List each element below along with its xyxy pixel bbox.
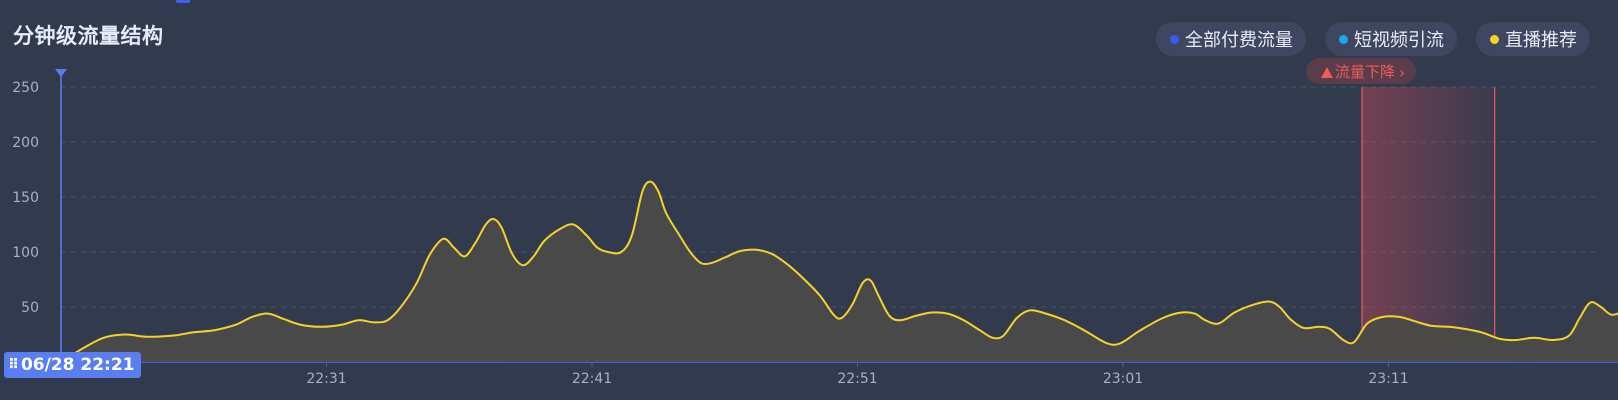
- y-tick-label: 50: [21, 300, 39, 316]
- legend-item-paid-traffic[interactable]: 全部付费流量: [1156, 22, 1306, 56]
- x-tick-label: 22:41: [572, 371, 612, 387]
- alert-badge-bg: [1306, 58, 1416, 84]
- x-tick-label: 23:01: [1103, 371, 1143, 387]
- series-line-f5d22a: [60, 180, 1618, 363]
- x-tick-label: 22:31: [306, 371, 346, 387]
- time-cursor[interactable]: [55, 69, 67, 362]
- legend-label: 短视频引流: [1354, 30, 1444, 51]
- alert-label: 流量下降: [1335, 63, 1395, 81]
- legend-item-live-recommend[interactable]: 直播推荐: [1476, 22, 1590, 56]
- chart-series: [60, 180, 1618, 364]
- legend-dot-icon: [1170, 34, 1179, 44]
- y-tick-label: 200: [12, 135, 39, 151]
- x-tick-label: 22:51: [837, 371, 877, 387]
- warning-triangle-icon: [1321, 67, 1333, 78]
- y-tick-label: 100: [12, 245, 39, 261]
- drag-handle-icon: ⠿: [8, 357, 19, 373]
- legend: 全部付费流量 短视频引流 直播推荐: [1156, 22, 1590, 56]
- cursor-handle-icon: [55, 69, 67, 77]
- traffic-drop-alert[interactable]: 流量下降 ›: [1306, 58, 1416, 84]
- legend-item-short-video[interactable]: 短视频引流: [1325, 22, 1457, 56]
- x-axis: 22:31 22:41 22:51 23:01 23:11: [306, 362, 1409, 387]
- legend-dot-icon: [1490, 34, 1499, 44]
- top-tab-indicator: [176, 0, 190, 3]
- cursor-time-badge[interactable]: ⠿ 06/28 22:21: [4, 352, 141, 378]
- y-tick-label: 250: [12, 80, 39, 96]
- y-tick-label: 150: [12, 190, 39, 206]
- legend-dot-icon: [1339, 34, 1348, 44]
- x-tick-label: 23:11: [1368, 371, 1408, 387]
- cursor-time-label: 06/28 22:21: [20, 355, 135, 375]
- chevron-right-icon: ›: [1399, 64, 1405, 82]
- legend-label: 全部付费流量: [1185, 30, 1293, 51]
- chart-title: 分钟级流量结构: [13, 24, 164, 48]
- y-axis: 050100150200250: [12, 80, 39, 371]
- legend-label: 直播推荐: [1505, 30, 1577, 51]
